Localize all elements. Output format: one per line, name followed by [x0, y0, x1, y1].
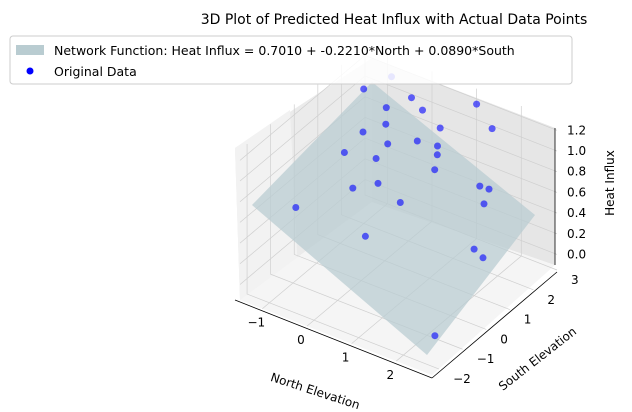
data-point [413, 137, 421, 145]
y-axis-label: South Elevation [496, 324, 579, 393]
legend-data-marker [26, 67, 34, 75]
data-point [340, 149, 348, 156]
data-point [382, 104, 390, 112]
data-point [485, 185, 493, 193]
data-point [479, 254, 487, 262]
z-axis-label: Heat Influx [603, 150, 617, 216]
z-tick-label: 0.4 [567, 206, 586, 220]
data-point [488, 125, 496, 133]
x-tick-label: 0 [297, 333, 305, 347]
legend-surface-swatch [16, 45, 44, 55]
data-point [359, 128, 367, 136]
x-tick-label: −1 [247, 316, 265, 330]
data-point [349, 184, 357, 192]
y-tick-label: −1 [477, 352, 495, 366]
x-tick-labels: −1 0 1 2 [247, 316, 394, 382]
z-tick-label: 1.0 [567, 144, 586, 158]
data-point [433, 151, 441, 159]
data-point [431, 332, 439, 340]
data-point [372, 155, 380, 162]
data-point [419, 106, 426, 114]
y-tick-label: 1 [524, 313, 532, 327]
legend-data-label: Original Data [54, 64, 137, 79]
y-tick-label: −2 [453, 372, 471, 386]
y-axis-line [431, 271, 558, 379]
legend: Network Function: Heat Influx = 0.7010 +… [9, 35, 573, 85]
data-point [436, 124, 444, 132]
x-tick-label: 1 [342, 351, 350, 365]
y-tick-label: 0 [500, 332, 508, 346]
y-tick-label: 3 [571, 273, 579, 287]
data-point [374, 179, 382, 187]
data-points [292, 73, 496, 340]
surface-plane [252, 82, 535, 355]
chart-title: 3D Plot of Predicted Heat Influx with Ac… [201, 12, 588, 28]
data-point [360, 85, 368, 93]
z-tick-label: 0.6 [567, 185, 586, 199]
data-point [473, 100, 481, 108]
data-point [382, 120, 390, 128]
x-tick-label: 2 [386, 368, 394, 382]
y-tick-labels: −2 −1 0 1 2 3 [453, 273, 579, 386]
data-point [476, 182, 484, 190]
data-point [292, 204, 300, 211]
x-axis-label: North Elevation [269, 370, 362, 412]
z-tick-label: 1.2 [567, 123, 586, 137]
grid-line-y [246, 144, 440, 370]
legend-box [9, 35, 573, 85]
y-tick-label: 2 [547, 293, 555, 307]
data-point [480, 200, 488, 208]
z-tick-label: 0.2 [567, 227, 586, 241]
x-axis-line [234, 299, 433, 379]
data-point [396, 199, 404, 206]
data-point [470, 245, 478, 253]
z-tick-labels: 0.0 0.2 0.4 0.6 0.8 1.0 1.2 [567, 123, 586, 261]
legend-surface-label: Network Function: Heat Influx = 0.7010 +… [54, 43, 515, 58]
data-point [384, 140, 392, 148]
data-point [408, 94, 415, 102]
data-point [434, 142, 441, 150]
z-tick-label: 0.8 [567, 165, 586, 179]
z-tick-label: 0.0 [567, 248, 586, 262]
data-point [431, 166, 439, 174]
data-point [361, 232, 369, 240]
